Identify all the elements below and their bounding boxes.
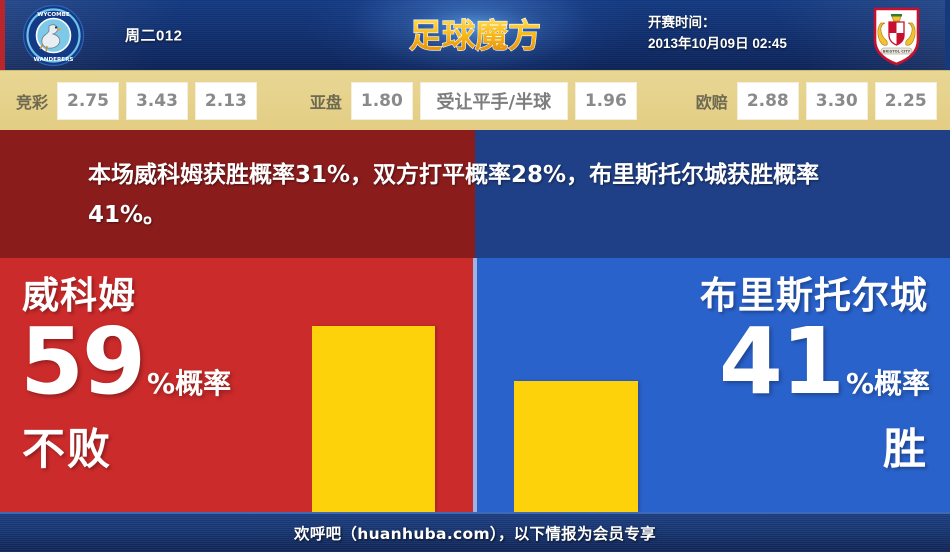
home-probability-number: 59 [20, 308, 146, 415]
summary-background-right [475, 130, 950, 258]
away-probability-number: 41 [718, 308, 845, 415]
odds-cell-yapan-home[interactable]: 1.80 [350, 81, 413, 120]
svg-text:BRISTOL CITY: BRISTOL CITY [883, 50, 911, 54]
brand-logo[interactable]: 足球魔方 [398, 8, 553, 62]
away-outcome-label: 胜 [883, 425, 928, 475]
header-blue-edge [945, 0, 950, 70]
svg-text:WANDERERS: WANDERERS [34, 57, 74, 63]
svg-text:WYCOMBE: WYCOMBE [37, 12, 70, 18]
match-header: WYCOMBE WANDERERS 周二012 [0, 0, 950, 70]
odds-cell-oupei-draw[interactable]: 3.30 [805, 81, 868, 120]
odds-group-jingcai: 竞彩 2.75 3.43 2.13 [16, 81, 264, 120]
away-probability-value: 41 %概率 [718, 308, 930, 415]
odds-cell-oupei-home[interactable]: 2.88 [736, 81, 799, 120]
match-number: 周二012 [125, 27, 183, 45]
header-red-edge [0, 0, 5, 70]
probability-panels: 威科姆 59 %概率 不败 布里斯托尔城 41 %概率 胜 [0, 258, 950, 512]
odds-group-label: 欧赔 [695, 92, 728, 112]
odds-cell-jingcai-home[interactable]: 2.75 [57, 81, 119, 120]
panel-divider [473, 258, 477, 512]
brand-logo-text: 足球魔方 [409, 16, 541, 55]
home-outcome-label: 不败 [22, 425, 112, 475]
odds-group-label: 竞彩 [16, 92, 49, 112]
home-probability-panel: 威科姆 59 %概率 不败 [0, 258, 475, 512]
kickoff-label: 开赛时间： [648, 15, 716, 30]
odds-cell-yapan-away[interactable]: 1.96 [574, 81, 637, 120]
probability-summary-band: 本场威科姆获胜概率31%，双方打平概率28%，布里斯托尔城获胜概率41%。 [0, 130, 950, 258]
kickoff-time-block: 开赛时间： 2013年10月09日 02:45 [648, 12, 787, 54]
odds-group-oupei: 欧赔 2.88 3.30 2.25 [695, 81, 944, 120]
home-probability-unit: %概率 [147, 367, 232, 400]
home-team-name: 威科姆 [22, 274, 136, 317]
odds-cell-jingcai-away[interactable]: 2.13 [194, 81, 257, 120]
odds-cell-yapan-handicap[interactable]: 受让平手/半球 [419, 81, 568, 120]
away-probability-bar [514, 381, 638, 512]
summary-text: 本场威科姆获胜概率31%，双方打平概率28%，布里斯托尔城获胜概率41%。 [88, 162, 820, 228]
kickoff-value: 2013年10月09日 02:45 [648, 36, 787, 51]
home-probability-value: 59 %概率 [20, 308, 232, 415]
odds-group-label: 亚盘 [309, 92, 342, 112]
away-probability-unit: %概率 [845, 367, 930, 400]
home-team-crest-icon[interactable]: WYCOMBE WANDERERS [22, 4, 85, 67]
odds-bar: 竞彩 2.75 3.43 2.13 亚盘 1.80 受让平手/半球 1.96 欧… [0, 70, 950, 130]
summary-background-left [0, 130, 475, 258]
away-probability-panel: 布里斯托尔城 41 %概率 胜 [475, 258, 950, 512]
home-probability-bar [312, 326, 435, 512]
odds-group-yapan: 亚盘 1.80 受让平手/半球 1.96 [309, 81, 644, 120]
odds-cell-oupei-away[interactable]: 2.25 [874, 81, 937, 120]
footer-bar: 欢呼吧（huanhuba.com），以下情报为会员专享 [0, 512, 950, 552]
away-team-crest-icon[interactable]: BRISTOL CITY [865, 4, 928, 67]
odds-cell-jingcai-draw[interactable]: 3.43 [125, 81, 188, 120]
footer-text: 欢呼吧（huanhuba.com），以下情报为会员专享 [294, 525, 656, 543]
away-team-name: 布里斯托尔城 [700, 274, 928, 317]
